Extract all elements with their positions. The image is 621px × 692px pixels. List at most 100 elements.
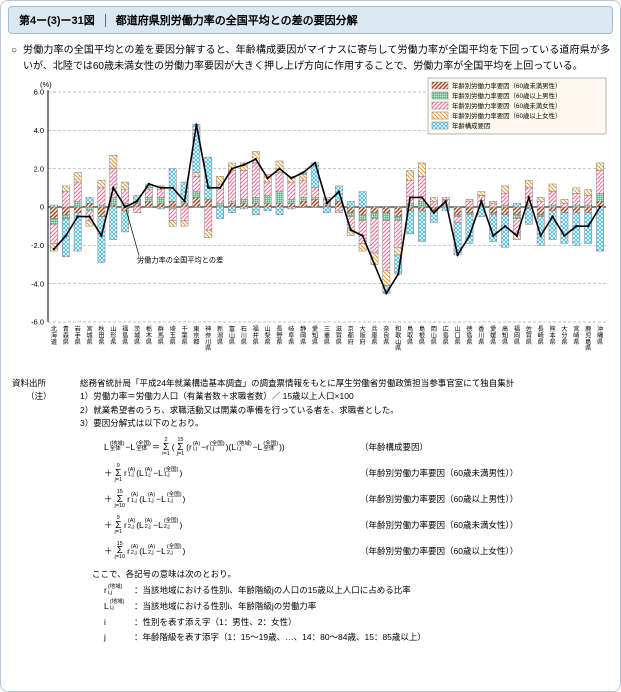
bar-segment	[489, 201, 498, 204]
bar-segment	[465, 212, 474, 215]
y-tick-label: 6.0	[34, 88, 44, 97]
bar-segment	[156, 189, 165, 198]
legend-label: 年齢別労働力率要因（60歳未満女性）	[452, 101, 561, 110]
line-marker	[218, 186, 222, 190]
x-category-label: 宮崎県	[573, 325, 579, 346]
bar-segment	[251, 202, 260, 208]
x-category-label: 山形県	[110, 325, 116, 346]
x-category-label: 青森県	[63, 325, 70, 346]
x-category-label: 山梨県	[265, 325, 271, 346]
factor-decomposition-chart: 6.0 4.0 2.0 0 -2.0 -4.0 -6.0 (%) 北海道青森県岩手県宮城県秋田県…	[31, 77, 607, 352]
line-marker	[480, 200, 483, 203]
x-category-label: 佐賀県	[526, 325, 532, 346]
bar-segment	[489, 212, 498, 215]
symbols-intro: ここで、各記号の意味は次のとおり。	[92, 569, 236, 580]
bar-segment	[465, 206, 474, 213]
bar-segment	[204, 156, 213, 200]
x-category-label: 岡山県	[431, 326, 437, 346]
x-category-label: 熊本県	[549, 325, 555, 346]
bar-segment	[61, 185, 70, 192]
bar-segment	[453, 216, 462, 223]
bar-segment	[501, 185, 509, 194]
bar-segment	[465, 201, 474, 208]
bar-segment	[513, 214, 521, 219]
line-marker	[361, 234, 364, 237]
bar-segment	[50, 218, 58, 225]
bar-segment	[584, 212, 593, 244]
bar-segment	[501, 214, 509, 248]
bar-segment	[168, 168, 177, 202]
x-category-label: 鳥取県	[407, 325, 413, 346]
x-category-label: 徳島県	[466, 325, 473, 346]
y-tick-label: 4.0	[34, 126, 44, 135]
bar-segment	[97, 206, 106, 217]
bar-segment	[275, 160, 284, 173]
x-category-label: 岩手県	[75, 325, 81, 346]
line-marker	[76, 215, 79, 218]
bar-segment	[335, 210, 343, 213]
bar-segment	[192, 172, 201, 177]
bar-segment	[275, 172, 284, 192]
x-category-label: 宮城県	[86, 325, 92, 346]
bar-segment	[156, 206, 165, 210]
y-tick-label: -6.0	[31, 318, 44, 327]
line-marker	[408, 196, 412, 199]
x-category-label: 愛知県	[312, 325, 318, 346]
x-category-label: 大阪府	[360, 325, 366, 346]
bar-segment	[275, 191, 284, 204]
bar-segment	[73, 181, 82, 202]
line-marker	[147, 182, 151, 186]
bar-segment	[180, 220, 189, 227]
header-divider	[104, 13, 106, 27]
bar-segment	[204, 199, 213, 208]
bar-segment	[311, 197, 319, 200]
bar-segment	[263, 206, 272, 212]
legend-box	[427, 77, 607, 135]
x-category-label: 福島県	[122, 325, 128, 346]
line-marker	[123, 205, 127, 209]
formula-factor-label: （年齢別労働力率要因（60歳未満女性））	[360, 519, 519, 530]
bar-segment	[584, 204, 593, 208]
y-axis-unit-label: (%)	[40, 80, 52, 89]
bar-segment	[168, 208, 177, 221]
x-category-label: 富山県	[229, 325, 235, 346]
bar-segment	[382, 206, 391, 213]
source-row: 資料出所 総務省統計局「平成24年就業構造基本調査」の調査票情報をもとに厚生労働…	[8, 377, 613, 390]
bar-segment	[168, 201, 177, 208]
legend-label: 年齢別労働力率要因（60歳以上男性）	[452, 91, 561, 100]
bar-segment	[346, 201, 355, 208]
bar-segment	[489, 202, 498, 208]
line-marker	[52, 247, 56, 251]
bar-segment	[275, 202, 284, 208]
bar-segment	[180, 206, 189, 221]
symbol-row: L (地域) i,j ：当該地域における性別i、年齢階級jの労働力率	[104, 600, 613, 613]
x-category-label: 岐阜県	[288, 325, 294, 346]
x-category-label: 山口県	[455, 325, 461, 346]
bar-segment	[346, 212, 355, 217]
symbol-row: r (地域) i,j ：当該地域における性別i、年齢階級jの人口の15歳以上人口に占め…	[104, 584, 613, 597]
formula-factor-label: （年齢別労働力率要因（60歳未満男性））	[360, 467, 519, 478]
legend-label: 年齢別労働力率要因（60歳未満男性）	[452, 81, 561, 90]
line-marker	[254, 157, 257, 161]
bar-segment	[441, 197, 450, 200]
line-marker	[420, 196, 424, 199]
bar-segment	[109, 204, 118, 208]
bar-segment	[382, 270, 391, 286]
bar-segment	[441, 206, 450, 212]
bar-segment	[50, 206, 58, 219]
bar-segment	[240, 199, 248, 204]
bar-segment	[275, 206, 284, 215]
bar-segment	[299, 201, 308, 208]
bar-segment	[145, 197, 153, 202]
line-marker	[575, 224, 578, 228]
y-tick-label: 0	[40, 203, 44, 212]
symbol-expression: j	[104, 632, 106, 643]
bar-segment	[216, 202, 224, 208]
x-category-label: 栃木県	[146, 325, 152, 346]
line-marker	[183, 200, 186, 203]
